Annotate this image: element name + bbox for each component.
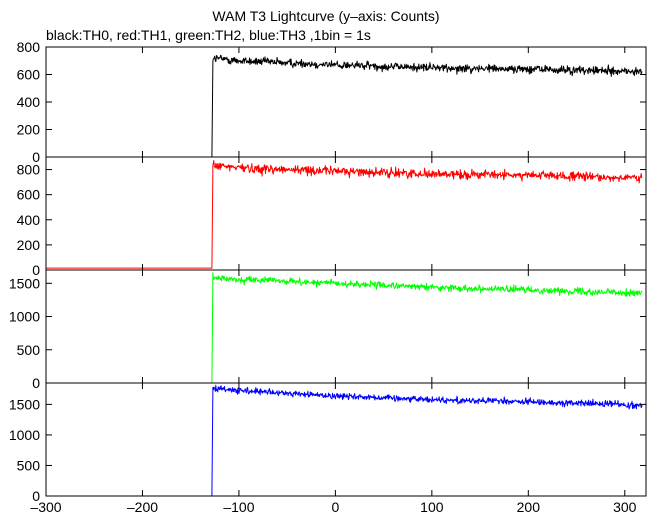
y-tick-label: 200 [17, 237, 41, 253]
y-tick-label: 0 [32, 149, 40, 165]
x-tick-label: 100 [420, 499, 444, 515]
y-tick-label: 400 [17, 212, 41, 228]
series-line-th1 [46, 160, 643, 269]
y-tick-label: 0 [32, 262, 40, 278]
series-line-th2 [46, 272, 643, 384]
panel-frame-4 [45, 382, 647, 497]
y-tick-label: 600 [17, 187, 41, 203]
x-tick-label: 0 [331, 499, 339, 515]
y-tick-label: 500 [17, 457, 41, 473]
x-tick-label: 200 [517, 499, 541, 515]
y-tick-label: 1500 [9, 275, 40, 291]
y-tick-label: 0 [32, 488, 40, 504]
y-tick-label: 600 [17, 67, 41, 83]
x-tick-label: –100 [223, 499, 254, 515]
y-tick-label: 1500 [9, 396, 40, 412]
chart-subtitle: black:TH0, red:TH1, green:TH2, blue:TH3 … [46, 27, 371, 43]
panel-frame-1 [45, 46, 647, 158]
y-tick-label: 1000 [9, 427, 40, 443]
y-tick-label: 200 [17, 122, 41, 138]
y-tick-label: 800 [17, 39, 41, 55]
panel-frame-2 [45, 156, 647, 271]
panel-frame-3 [45, 269, 647, 384]
series-line-th0 [46, 54, 643, 158]
x-tick-label: –200 [127, 499, 158, 515]
x-tick-label: 300 [613, 499, 637, 515]
x-tick-label: –300 [30, 499, 61, 515]
chart-title: WAM T3 Lightcurve (y–axis: Counts) [212, 8, 440, 24]
y-tick-label: 800 [17, 162, 41, 178]
y-tick-label: 0 [32, 375, 40, 391]
y-tick-label: 400 [17, 94, 41, 110]
series-line-th3 [46, 384, 643, 497]
y-tick-label: 500 [17, 342, 41, 358]
y-tick-label: 1000 [9, 309, 40, 325]
